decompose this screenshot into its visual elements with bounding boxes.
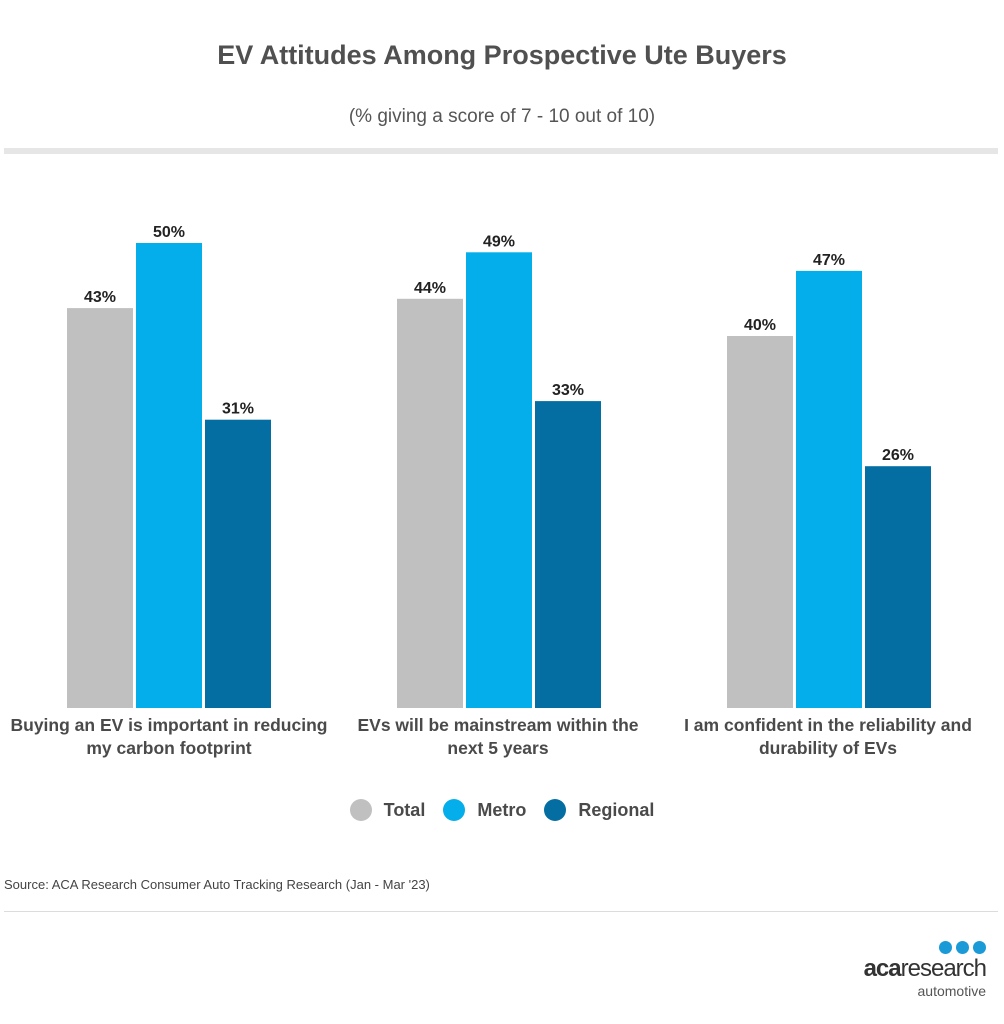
bar-regional-1 bbox=[205, 419, 271, 708]
data-label-regional-3: 26% bbox=[882, 447, 914, 464]
legend-label-total: Total bbox=[383, 799, 426, 820]
data-label-total-2: 44% bbox=[414, 280, 446, 297]
logo-tagline: automotive bbox=[917, 983, 986, 999]
legend-label-regional: Regional bbox=[578, 799, 655, 820]
bar-metro-3 bbox=[796, 270, 862, 708]
data-label-total-1: 43% bbox=[84, 289, 116, 306]
bar-total-2 bbox=[397, 298, 463, 708]
logo-wordmark: acaresearch bbox=[863, 955, 987, 982]
chart-subtitle: (% giving a score of 7 - 10 out of 10) bbox=[348, 106, 656, 127]
legend-swatch-regional bbox=[544, 799, 567, 821]
legend-item-regional: Regional bbox=[544, 799, 654, 821]
bar-metro-2 bbox=[466, 252, 532, 709]
bar-regional-3 bbox=[865, 466, 931, 708]
legend-label-metro: Metro bbox=[477, 799, 527, 820]
data-label-metro-2: 49% bbox=[483, 233, 515, 250]
legend-swatch-metro bbox=[443, 799, 466, 821]
bar-chart: 43% 50% 31% 44% 49% 33% 40% 47% 26% bbox=[67, 224, 931, 709]
chart-title: EV Attitudes Among Prospective Ute Buyer… bbox=[217, 40, 787, 70]
data-label-metro-3: 47% bbox=[813, 252, 845, 269]
data-label-regional-1: 31% bbox=[222, 401, 254, 418]
bottom-divider bbox=[4, 911, 998, 912]
source-note: Source: ACA Research Consumer Auto Track… bbox=[4, 877, 430, 892]
bar-total-1 bbox=[67, 308, 133, 708]
bar-regional-2 bbox=[535, 401, 601, 708]
category-label-1: Buying an EV is important in reducing my… bbox=[10, 715, 328, 758]
bar-total-3 bbox=[727, 336, 793, 708]
legend: Total Metro Regional bbox=[0, 799, 1004, 821]
data-label-metro-1: 50% bbox=[153, 224, 185, 241]
data-label-regional-2: 33% bbox=[552, 382, 584, 399]
legend-item-total: Total bbox=[349, 799, 426, 821]
category-label-3: I am confident in the reliability and du… bbox=[684, 715, 972, 758]
category-label-2: EVs will be mainstream within the next 5… bbox=[357, 715, 639, 758]
logo-dots-icon bbox=[939, 941, 986, 954]
brand-logo: acaresearch automotive bbox=[846, 941, 987, 1001]
bar-metro-1 bbox=[136, 243, 202, 708]
legend-swatch-total bbox=[349, 799, 372, 821]
data-label-total-3: 40% bbox=[744, 317, 776, 334]
legend-item-metro: Metro bbox=[443, 799, 526, 821]
top-divider bbox=[4, 148, 998, 154]
